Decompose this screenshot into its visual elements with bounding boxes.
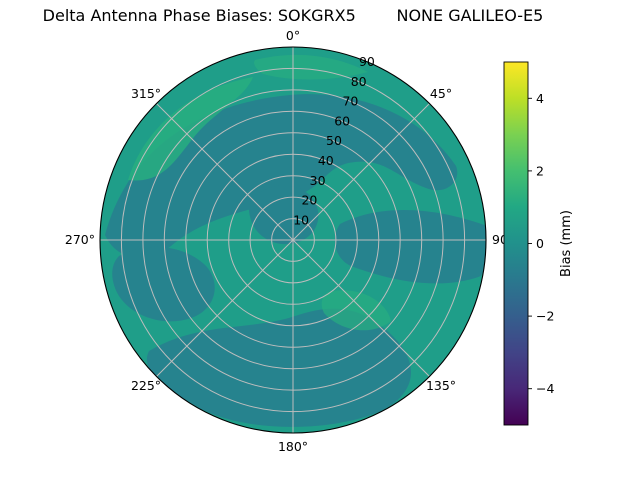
chart-title: Delta Antenna Phase Biases: SOKGRX5 NONE… — [42, 6, 544, 25]
contour-blob-light-upperleft — [128, 77, 253, 181]
polar-spine — [99, 46, 487, 434]
theta-label-45: 45° — [430, 86, 452, 101]
theta-label-135: 135° — [426, 378, 456, 393]
colorbar-tick-neg4: −4 — [536, 381, 554, 396]
theta-label-315: 315° — [131, 86, 161, 101]
colorbar-tick-neg2: −2 — [536, 309, 554, 324]
colorbar: 4 2 0 −2 −4 Bias (mm) — [503, 61, 574, 426]
theta-label-180: 180° — [278, 439, 308, 454]
contour-blob-dark-center — [248, 185, 319, 245]
theta-tick-labels: 0° 45° 90 135° 180° 225° 270° 315° — [65, 28, 508, 454]
radial-tick-30: 30 — [310, 173, 326, 188]
radial-tick-40: 40 — [318, 153, 334, 168]
colorbar-tick-marks — [528, 97, 532, 390]
radial-tick-60: 60 — [334, 113, 350, 128]
radial-tick-50: 50 — [326, 133, 342, 148]
contour-blob-dark-right — [334, 209, 486, 284]
theta-label-270: 270° — [65, 232, 95, 247]
colorbar-gradient — [503, 61, 529, 426]
radial-tick-labels: 10 20 30 40 50 60 70 80 90 — [293, 54, 375, 227]
colorbar-tick-0: 0 — [536, 236, 544, 251]
colorbar-tick-labels: 4 2 0 −2 −4 — [536, 91, 554, 396]
colorbar-axis-label: Bias (mm) — [559, 210, 574, 277]
polar-heatmap: 10 20 30 40 50 60 70 80 90 0° 45° 90 135… — [65, 28, 508, 454]
theta-label-0: 0° — [286, 28, 300, 43]
colorbar-tick-2: 2 — [536, 163, 544, 178]
polar-grid — [100, 47, 486, 433]
theta-label-225: 225° — [131, 378, 161, 393]
contour-blob-light-toprim — [254, 54, 368, 80]
radial-tick-70: 70 — [342, 94, 358, 109]
radial-tick-10: 10 — [293, 212, 309, 227]
radial-tick-80: 80 — [351, 74, 367, 89]
radial-tick-20: 20 — [301, 193, 317, 208]
radial-tick-90: 90 — [359, 54, 375, 69]
colorbar-tick-4: 4 — [536, 91, 544, 106]
